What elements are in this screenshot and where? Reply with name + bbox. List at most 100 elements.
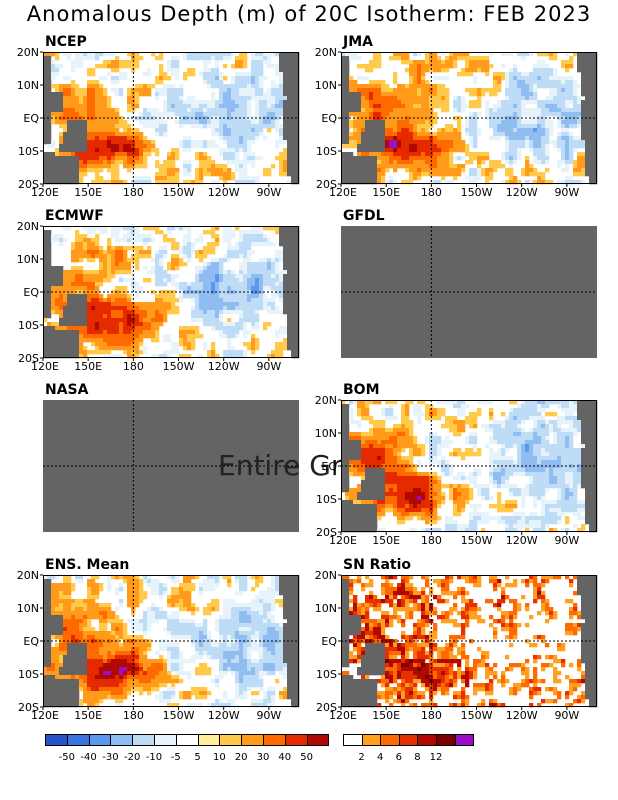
- lat-label: EQ: [23, 112, 39, 125]
- lat-label: 20S: [18, 352, 39, 365]
- map-nasa: Entire Gr: [43, 400, 343, 532]
- colorbar-swatch: [343, 734, 363, 746]
- lat-label: 10S: [316, 493, 337, 506]
- lon-label: 90W: [554, 186, 579, 199]
- panel-title-jma: JMA: [343, 34, 373, 50]
- lat-label: 20N: [315, 394, 337, 407]
- colorbar-swatch: [175, 734, 199, 746]
- colorbar-tick-label: -40: [80, 752, 97, 763]
- colorbar-swatch: [306, 734, 330, 746]
- lon-label: 120E: [31, 186, 59, 199]
- colorbar-tick-label: 50: [300, 752, 313, 763]
- lon-label: 180: [421, 186, 442, 199]
- panel-snr: SN Ratio 20N 10N EQ 10S 20S 120E 150E 180 150W 120…: [315, 557, 598, 722]
- lon-label: 90W: [256, 186, 281, 199]
- lat-label: 10N: [315, 427, 337, 440]
- colorbar-swatch: [241, 734, 264, 746]
- lat-label: EQ: [23, 635, 39, 648]
- colorbar-swatch: [398, 734, 419, 746]
- colorbar-swatch: [263, 734, 286, 746]
- panel-bom: BOM 20N 10N EQ 10S 20S 120E 150E 180 150W 120W 90W: [315, 382, 598, 547]
- lon-label: 120W: [506, 709, 538, 722]
- colorbar-tick-label: -5: [170, 752, 181, 763]
- map-frame: [43, 226, 299, 358]
- lon-label: 90W: [554, 534, 579, 547]
- panel-ens: ENS. Mean 20N 10N EQ 10S 20S 120E 150E 180 150W 12…: [17, 557, 300, 722]
- lon-label: 120W: [506, 534, 538, 547]
- lon-label: 120W: [208, 709, 240, 722]
- colorbar-swatch: [219, 734, 243, 746]
- lat-label: 10S: [316, 145, 337, 158]
- snr-colorbar: 2 4 6 8 12: [343, 734, 475, 774]
- lon-label: 150E: [74, 186, 102, 199]
- lat-label: EQ: [23, 286, 39, 299]
- map-frame: [341, 400, 597, 532]
- colorbar-tick-label: 4: [377, 752, 384, 763]
- lat-label: 20S: [316, 178, 337, 191]
- colorbar-swatch: [417, 734, 437, 746]
- field-cells: [43, 226, 300, 359]
- colorbar-swatch: [154, 734, 177, 746]
- lon-label: 150E: [74, 360, 102, 373]
- lat-label: 20S: [316, 701, 337, 714]
- anomaly-colorbar: -50 -40 -30 -20 -10 -5 5 10 20 30 40 50: [45, 734, 330, 774]
- field-cells: [341, 400, 598, 533]
- map-frame: [43, 52, 299, 184]
- lon-label: 120E: [31, 360, 59, 373]
- panel-title-ncep: NCEP: [45, 34, 87, 50]
- map-frame: [341, 52, 597, 184]
- colorbar-tick-label: 12: [429, 752, 443, 763]
- field-cells: [341, 52, 598, 185]
- lon-label: 150W: [163, 360, 195, 373]
- field-cells: [43, 575, 300, 708]
- colorbar-tick-label: -10: [145, 752, 163, 763]
- lat-label: 20N: [315, 569, 337, 582]
- lon-label: 150E: [372, 709, 400, 722]
- colorbar-swatch: [45, 734, 68, 746]
- lat-label: 10S: [18, 668, 39, 681]
- panel-title-ens: ENS. Mean: [45, 557, 130, 573]
- lat-label: 20S: [316, 526, 337, 539]
- field-cells: [43, 52, 300, 185]
- map-frame: [43, 575, 299, 707]
- lat-label: EQ: [321, 460, 337, 473]
- map-gfdl: [341, 226, 597, 358]
- lon-label: 150E: [372, 534, 400, 547]
- lon-label: 120E: [329, 186, 357, 199]
- colorbar-tick-label: 6: [395, 752, 402, 763]
- lat-label: 10S: [316, 668, 337, 681]
- lon-label: 90W: [256, 360, 281, 373]
- colorbar-tick-label: 10: [213, 752, 226, 763]
- colorbar-tick-label: -30: [102, 752, 119, 763]
- lon-label: 150W: [461, 534, 493, 547]
- lat-label: 10N: [17, 253, 39, 266]
- colorbar-swatch: [380, 734, 400, 746]
- lon-label: 180: [123, 709, 144, 722]
- figure-title: Anomalous Depth (m) of 20C Isotherm: FEB…: [26, 2, 592, 26]
- colorbar-tick-label: -20: [124, 752, 141, 763]
- lon-label: 120W: [506, 186, 538, 199]
- panel-ecmwf: ECMWF 20N 10N EQ 10S 20S 120E 150E 180 150W 120W 90…: [17, 208, 300, 373]
- lon-label: 180: [421, 709, 442, 722]
- lon-label: 150W: [461, 709, 493, 722]
- lat-label: 20S: [18, 178, 39, 191]
- colorbar-tick-label: -50: [58, 752, 75, 763]
- lat-label: EQ: [321, 112, 337, 125]
- colorbar-tick-label: 40: [278, 752, 292, 763]
- panel-title-ecmwf: ECMWF: [45, 208, 104, 224]
- colorbar-tick-label: 8: [414, 752, 421, 763]
- colorbar-tick-label: 20: [234, 752, 248, 763]
- lon-label: 90W: [554, 709, 579, 722]
- panel-title-bom: BOM: [343, 382, 380, 398]
- lat-label: 10S: [18, 145, 39, 158]
- map-frame: [341, 575, 597, 707]
- lon-label: 150E: [372, 186, 400, 199]
- lat-label: 10N: [17, 602, 39, 615]
- colorbar-swatch: [284, 734, 308, 746]
- panel-overlay-text: Entire Gr: [218, 449, 343, 482]
- colorbar-tick-label: 30: [256, 752, 270, 763]
